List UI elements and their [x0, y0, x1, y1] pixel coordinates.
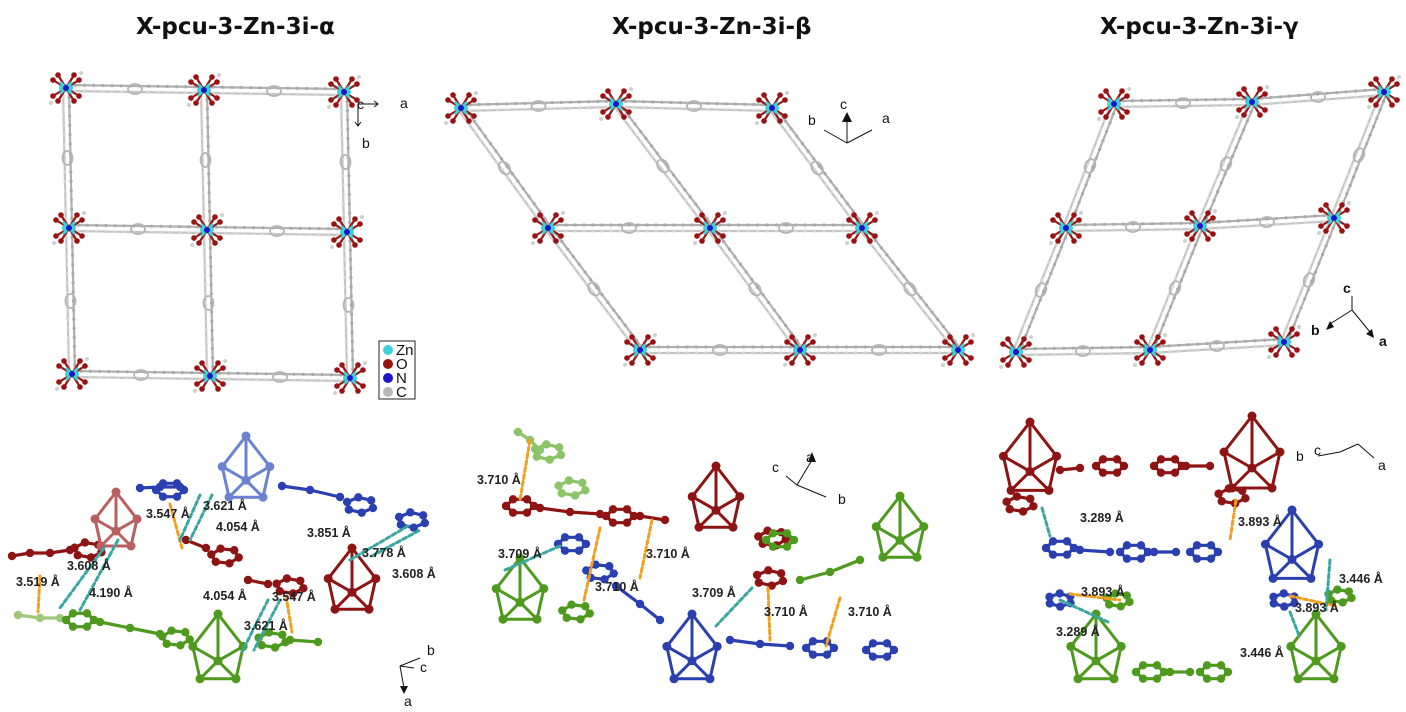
beta-stacking: [491, 427, 929, 684]
legend-label-zn: Zn: [396, 342, 414, 359]
axis-label-a: a: [882, 110, 890, 126]
panel-title-gamma: X-pcu-3-Zn-3i-γ: [1100, 14, 1299, 40]
axis-triad-alpha-bottom: [399, 657, 421, 689]
axis-label-c: c: [1314, 442, 1321, 458]
distance-label: 4.054 Å: [216, 519, 260, 534]
distance-label: 4.190 Å: [89, 585, 133, 600]
panel-title-alpha: X-pcu-3-Zn-3i-α: [136, 14, 335, 40]
panel-title-beta: X-pcu-3-Zn-3i-β: [612, 14, 812, 40]
distance-labels-alpha: 3.547 Å 3.621 Å 4.054 Å 3.851 Å 3.778 Å …: [16, 498, 436, 633]
distance-label: 3.851 Å: [307, 525, 351, 540]
distance-label: 3.621 Å: [244, 618, 288, 633]
beta-framework: [444, 87, 975, 367]
axis-triad-gamma-bottom: [1317, 443, 1375, 459]
legend-swatch-n: [383, 373, 393, 383]
distance-label: 3.710 Å: [646, 546, 690, 561]
axis-triad-beta-top: [823, 120, 873, 144]
distance-label: 3.710 Å: [848, 604, 892, 619]
axis-label-a: a: [404, 693, 412, 709]
distance-label: 3.547 Å: [272, 589, 316, 604]
distance-label: 3.608 Å: [67, 558, 111, 573]
axis-label-b: b: [838, 491, 846, 507]
legend-swatch-o: [383, 359, 393, 369]
axis-triad-gamma-top: [1329, 296, 1371, 333]
zn-nodes: [999, 75, 1401, 369]
axis-label-c: c: [420, 659, 427, 675]
distance-label: 3.289 Å: [1056, 624, 1100, 639]
axis-label-a: a: [400, 95, 408, 111]
distance-label: 3.621 Å: [203, 498, 247, 513]
distance-label: 3.893 Å: [1295, 600, 1339, 615]
axis-label-c: c: [1343, 280, 1351, 296]
legend-label-o: O: [396, 356, 408, 373]
axis-label-a: a: [1379, 333, 1387, 349]
distance-label: 3.710 Å: [764, 604, 808, 619]
axis-label-b: b: [1296, 448, 1304, 464]
axis-label-b: b: [427, 642, 435, 658]
gamma-framework: [999, 75, 1401, 369]
axis-label-c: c: [840, 96, 847, 112]
distance-label: 4.054 Å: [203, 588, 247, 603]
distance-label: 3.893 Å: [1238, 514, 1282, 529]
distance-label: 3.893 Å: [1081, 584, 1125, 599]
zn-nodes: [49, 71, 367, 395]
distance-label: 3.778 Å: [362, 545, 406, 560]
axis-label-a: a: [1378, 457, 1386, 473]
axis-label-b: b: [1311, 322, 1320, 338]
distance-label: 3.709 Å: [498, 546, 542, 561]
distance-label: 3.446 Å: [1339, 571, 1383, 586]
distance-label: 3.446 Å: [1240, 645, 1284, 660]
legend-label-n: N: [396, 370, 407, 387]
axis-triad-alpha-top: [354, 100, 379, 127]
distance-labels-gamma: 3.289 Å 3.893 Å 3.893 Å 3.289 Å 3.446 Å …: [1056, 510, 1383, 660]
distance-label: 3.709 Å: [692, 585, 736, 600]
alpha-stacking: [7, 431, 430, 684]
axis-label-c: c: [772, 459, 779, 475]
linkers: [1012, 87, 1388, 357]
distance-label: 3.710 Å: [477, 472, 521, 487]
distance-label: 3.710 Å: [595, 579, 639, 594]
legend-label-c: C: [396, 384, 407, 401]
element-legend: Zn O N C: [378, 340, 416, 401]
axis-label-a: a: [806, 449, 814, 465]
axis-label-c: c: [357, 96, 364, 112]
axis-triad-beta-bottom: [785, 459, 827, 498]
zn-nodes: [444, 87, 975, 367]
distance-label: 3.289 Å: [1080, 510, 1124, 525]
distance-label: 3.547 Å: [146, 506, 190, 521]
gamma-stacking: [998, 411, 1356, 684]
distance-label: 3.519 Å: [16, 574, 60, 589]
axis-label-b: b: [362, 135, 370, 151]
linkers: [61, 83, 355, 383]
legend-swatch-zn: [383, 345, 393, 355]
axis-label-b: b: [808, 112, 816, 128]
distance-label: 3.608 Å: [392, 566, 436, 581]
legend-swatch-c: [383, 387, 393, 397]
distance-labels-beta: 3.710 Å 3.709 Å 3.710 Å 3.710 Å 3.709 Å …: [477, 472, 892, 619]
alpha-framework: [49, 71, 367, 395]
